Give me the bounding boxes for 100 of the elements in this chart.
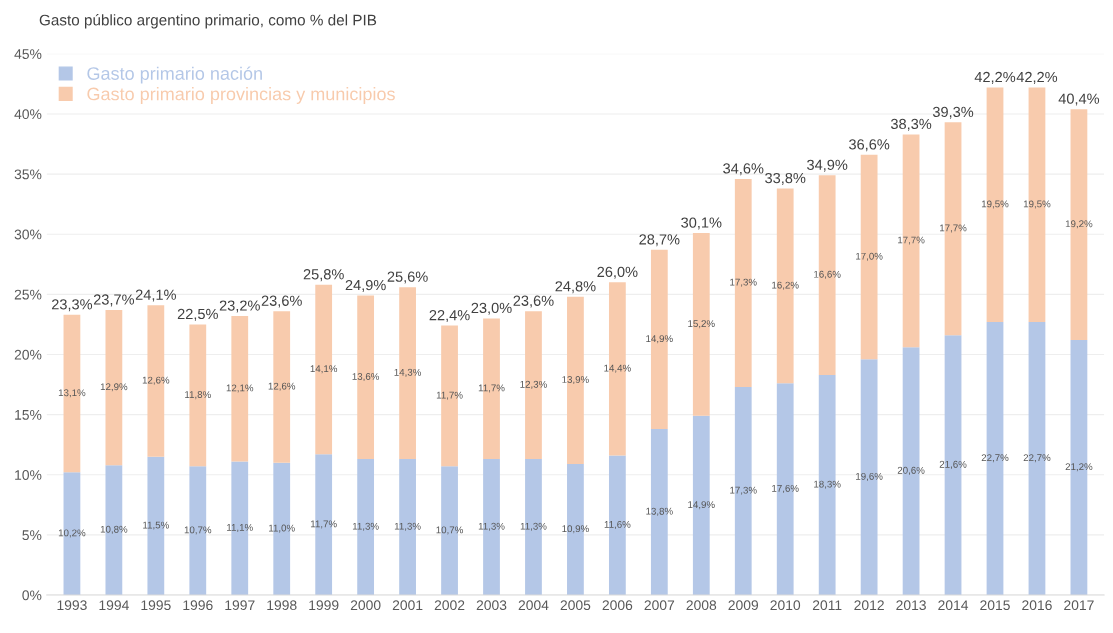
x-tick-label: 2007 <box>644 600 675 611</box>
data-label: 14,1% <box>310 365 338 374</box>
total-label: 25,8% <box>303 269 344 282</box>
x-tick-label: 1998 <box>267 600 297 611</box>
x-tick-label: 1993 <box>57 600 87 611</box>
total-label: 26,0% <box>597 266 638 279</box>
chart-title: Gasto público argentino primario, como % del PIB <box>39 14 377 29</box>
total-label: 23,3% <box>51 299 93 312</box>
x-tick-label: 2002 <box>434 600 465 611</box>
x-tick-label: 2013 <box>896 600 926 611</box>
total-label: 25,6% <box>387 271 428 284</box>
data-label: 17,7% <box>898 236 925 245</box>
data-label: 13,6% <box>352 373 380 382</box>
data-label: 19,2% <box>1065 220 1093 229</box>
x-tick-label: 2015 <box>980 600 1010 611</box>
data-label: 12,6% <box>268 382 296 391</box>
total-label: 34,9% <box>807 159 848 172</box>
total-label: 42,2% <box>1016 71 1058 84</box>
y-tick-label: 5% <box>22 530 42 541</box>
x-tick-label: 1999 <box>309 600 339 611</box>
data-label: 11,1% <box>227 524 253 533</box>
data-label: 12,6% <box>142 376 170 385</box>
total-label: 24,9% <box>345 279 386 292</box>
total-label: 33,8% <box>765 172 806 185</box>
total-label: 22,5% <box>177 308 218 321</box>
total-label: 36,6% <box>849 139 890 152</box>
data-label: 17,3% <box>730 278 757 287</box>
data-label: 11,3% <box>352 522 379 531</box>
data-label: 11,3% <box>520 522 547 531</box>
data-label: 14,9% <box>646 335 673 344</box>
x-tick-label: 1995 <box>141 600 171 611</box>
data-label: 14,3% <box>394 368 422 377</box>
total-label: 23,6% <box>513 295 554 308</box>
data-label: 17,6% <box>772 484 799 493</box>
data-label: 10,8% <box>100 525 128 534</box>
total-label: 42,2% <box>974 71 1016 84</box>
data-label: 13,9% <box>562 376 589 385</box>
y-tick-label: 10% <box>15 470 42 480</box>
y-tick-label: 15% <box>15 410 42 420</box>
total-label: 23,7% <box>93 294 135 307</box>
x-tick-label: 2005 <box>560 600 591 611</box>
x-tick-label: 2009 <box>728 600 759 611</box>
y-tick-label: 30% <box>14 229 42 240</box>
data-label: 10,7% <box>184 526 212 535</box>
data-label: 18,3% <box>814 480 841 489</box>
data-label: 11,8% <box>185 391 211 400</box>
data-label: 17,7% <box>940 224 967 233</box>
x-tick-label: 2014 <box>938 600 969 611</box>
x-tick-label: 2016 <box>1022 600 1052 611</box>
y-tick-label: 45% <box>14 49 42 59</box>
total-label: 22,4% <box>429 310 470 323</box>
data-label: 15,2% <box>688 320 715 329</box>
x-tick-label: 2008 <box>686 600 717 611</box>
x-tick-label: 2004 <box>518 600 549 611</box>
data-label: 11,5% <box>143 521 169 530</box>
data-label: 11,3% <box>394 522 421 531</box>
legend-label: Gasto primario nación <box>87 66 262 84</box>
data-label: 19,5% <box>981 200 1009 209</box>
y-tick-label: 40% <box>14 109 42 120</box>
total-label: 24,1% <box>135 289 176 302</box>
x-tick-label: 1997 <box>225 600 255 611</box>
x-tick-label: 1994 <box>99 600 129 611</box>
data-label: 17,0% <box>856 252 883 261</box>
x-tick-label: 2006 <box>602 600 633 611</box>
x-tick-label: 2010 <box>770 600 801 611</box>
x-tick-label: 2017 <box>1064 600 1094 611</box>
data-label: 19,5% <box>1023 200 1051 209</box>
data-label: 11,7% <box>310 520 337 529</box>
total-label: 39,3% <box>932 106 974 119</box>
total-label: 23,6% <box>261 295 302 308</box>
x-tick-label: 1996 <box>183 600 213 611</box>
x-tick-label: 2003 <box>476 600 507 611</box>
data-label: 11,6% <box>604 520 631 530</box>
legend-label: Gasto primario provincias y municipios <box>87 87 395 104</box>
data-label: 14,9% <box>688 501 715 510</box>
data-label: 21,6% <box>939 460 967 469</box>
y-tick-label: 25% <box>14 289 42 300</box>
total-label: 23,2% <box>219 300 260 313</box>
data-label: 10,9% <box>562 525 589 534</box>
data-label: 22,7% <box>981 454 1009 463</box>
data-label: 22,7% <box>1023 454 1051 463</box>
data-label: 10,7% <box>436 526 463 535</box>
data-label: 16,2% <box>772 281 799 290</box>
data-label: 17,3% <box>730 486 757 495</box>
data-label: 20,6% <box>897 466 925 475</box>
data-label: 11,7% <box>478 384 505 393</box>
data-label: 12,9% <box>100 383 128 392</box>
data-label: 13,1% <box>58 389 86 398</box>
x-tick-label: 2000 <box>350 600 381 611</box>
x-tick-label: 2012 <box>854 600 884 611</box>
data-label: 16,6% <box>814 270 841 279</box>
data-label: 13,8% <box>646 507 673 516</box>
total-label: 34,6% <box>723 163 764 176</box>
y-tick-label: 35% <box>14 169 42 180</box>
y-tick-label: 0% <box>22 590 42 601</box>
x-tick-label: 2001 <box>392 600 423 611</box>
y-tick-label: 20% <box>14 349 42 360</box>
data-label: 11,3% <box>478 522 505 531</box>
data-label: 21,2% <box>1065 463 1093 472</box>
data-label: 10,2% <box>58 529 86 538</box>
